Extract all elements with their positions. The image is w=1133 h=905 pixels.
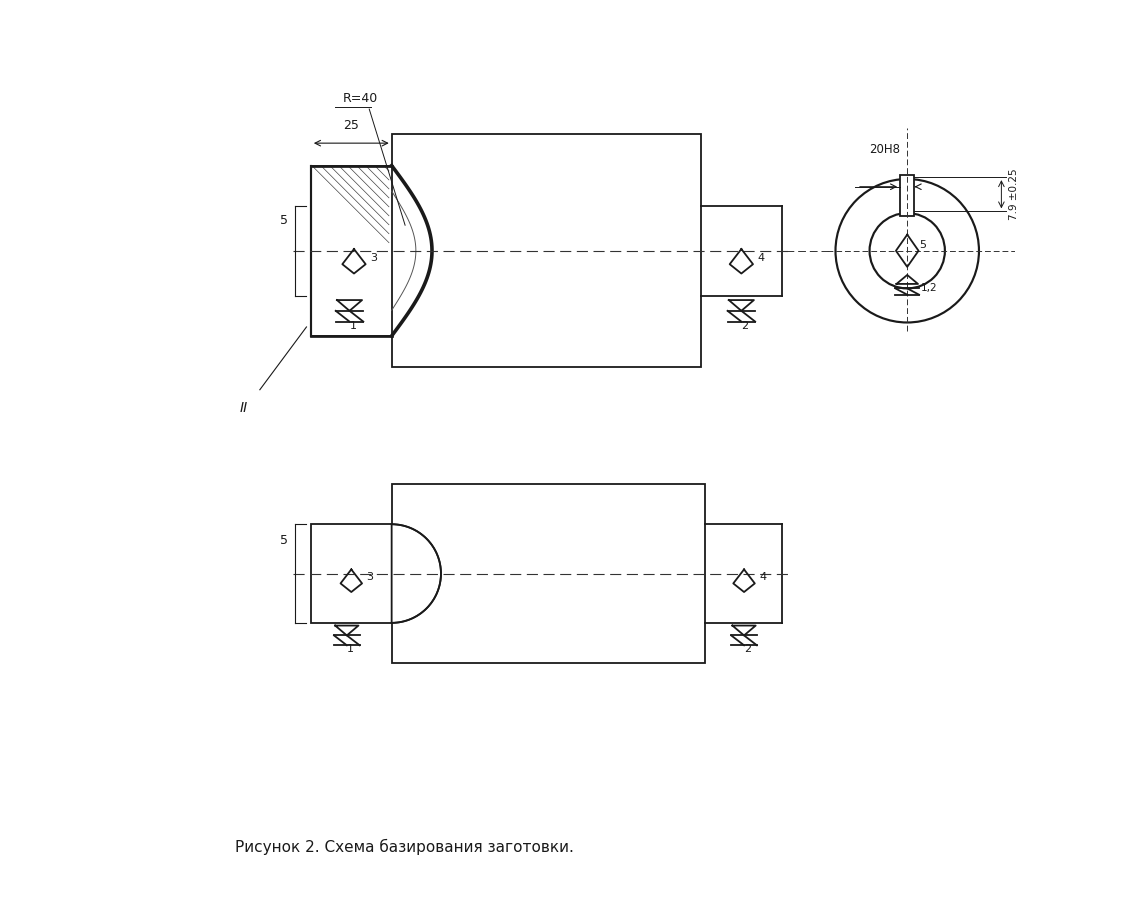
Text: 3: 3 [370, 252, 377, 262]
Text: 5: 5 [919, 240, 927, 250]
Text: 2: 2 [742, 320, 749, 330]
Text: 1: 1 [350, 320, 357, 330]
Text: 20H8: 20H8 [869, 143, 901, 156]
Text: 3: 3 [367, 572, 374, 582]
Text: 5: 5 [280, 535, 288, 548]
Text: 7.9 ±0.25: 7.9 ±0.25 [1008, 168, 1019, 220]
Circle shape [869, 213, 945, 289]
Text: II: II [239, 401, 247, 414]
Bar [392, 134, 701, 367]
Text: 2: 2 [744, 644, 751, 654]
Wedge shape [392, 524, 441, 623]
Text: 5: 5 [280, 214, 288, 227]
Text: 1,2: 1,2 [921, 283, 937, 293]
Circle shape [835, 179, 979, 322]
Text: R=40: R=40 [342, 92, 378, 106]
Text: 1: 1 [347, 644, 353, 654]
Text: 4: 4 [758, 252, 765, 262]
Text: 25: 25 [343, 119, 359, 132]
Bar [392, 484, 706, 663]
Bar [310, 524, 392, 623]
Text: 4: 4 [759, 572, 766, 582]
Bar [900, 176, 914, 215]
Text: Рисунок 2. Схема базирования заготовки.: Рисунок 2. Схема базирования заготовки. [235, 839, 573, 855]
